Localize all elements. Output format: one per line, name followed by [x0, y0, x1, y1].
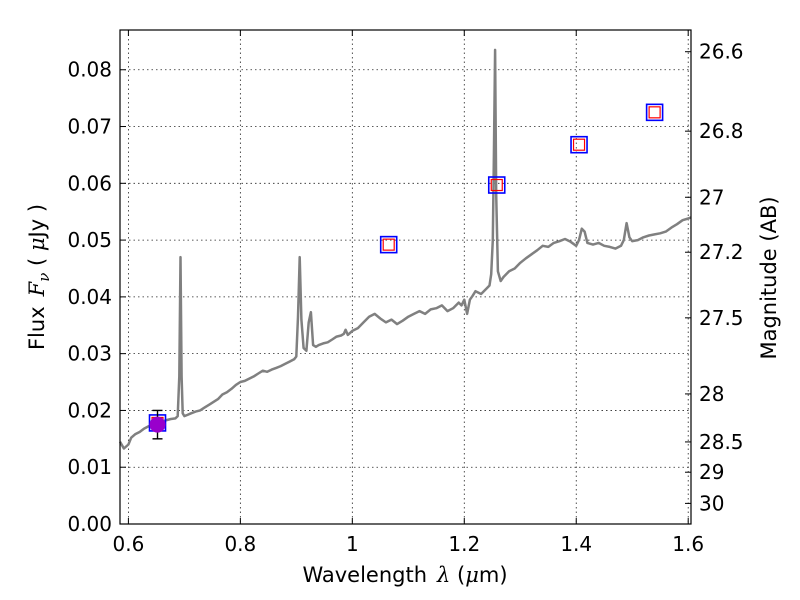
y-tick-label: 0.08 — [67, 58, 112, 82]
y2-tick-label: 26.6 — [699, 40, 744, 64]
y2-tick-label: 27.2 — [699, 240, 744, 264]
x-tick-label: 1.6 — [672, 532, 704, 556]
y2-tick-label: 28.5 — [699, 430, 744, 454]
measurement-layer — [149, 409, 166, 440]
photometry-point — [645, 103, 664, 122]
y2-axis-ticks: 26.6 26.8 27 27.2 27.5 28 28.5 29 30 — [685, 40, 744, 515]
y-tick-label: 0.00 — [67, 512, 112, 536]
y-tick-label: 0.04 — [67, 285, 112, 309]
y-tick-label: 0.02 — [67, 398, 112, 422]
x-tick-label: 1.2 — [448, 532, 480, 556]
spectrum-layer — [118, 48, 692, 450]
y2-axis-label: Magnitude (AB) — [757, 196, 781, 359]
y2-tick-label: 29 — [699, 460, 724, 484]
y-tick-label: 0.05 — [67, 228, 112, 252]
y-tick-label: 0.07 — [67, 115, 112, 139]
y-tick-label: 0.06 — [67, 171, 112, 195]
photometry-layer — [148, 103, 664, 432]
y-tick-label: 0.01 — [67, 455, 112, 479]
photometry-point — [487, 176, 506, 194]
photometry-point-inner — [648, 106, 661, 119]
x-axis-ticks: 0.6 0.8 1 1.2 1.4 1.6 — [112, 30, 704, 556]
photometry-point-inner — [382, 238, 395, 251]
photometry-point-inner — [490, 178, 503, 192]
photometry-point-inner — [572, 138, 586, 151]
photometry-point — [570, 135, 588, 154]
measured-point — [149, 416, 166, 433]
x-axis-label: Wavelength λ (μm) — [302, 563, 507, 587]
y2-tick-label: 27.5 — [699, 306, 744, 330]
x-tick-label: 0.6 — [112, 532, 144, 556]
y-tick-label: 0.03 — [67, 342, 112, 366]
y-axis-ticks: 0.00 0.01 0.02 0.03 0.04 0.05 0.06 0.07 0.08 — [67, 58, 126, 536]
spectrum-line — [118, 48, 692, 450]
y2-tick-label: 26.8 — [699, 119, 744, 143]
photometry-point — [379, 235, 398, 254]
x-tick-label: 0.8 — [224, 532, 256, 556]
grid — [120, 30, 691, 524]
y2-tick-label: 30 — [699, 491, 724, 515]
y2-tick-label: 28 — [699, 382, 724, 406]
x-tick-label: 1.4 — [560, 532, 592, 556]
plot-frame — [119, 29, 692, 525]
y2-tick-label: 27 — [699, 185, 724, 209]
x-tick-label: 1 — [346, 532, 359, 556]
y-axis-label: FluxFν ( μJy ) — [25, 204, 53, 350]
